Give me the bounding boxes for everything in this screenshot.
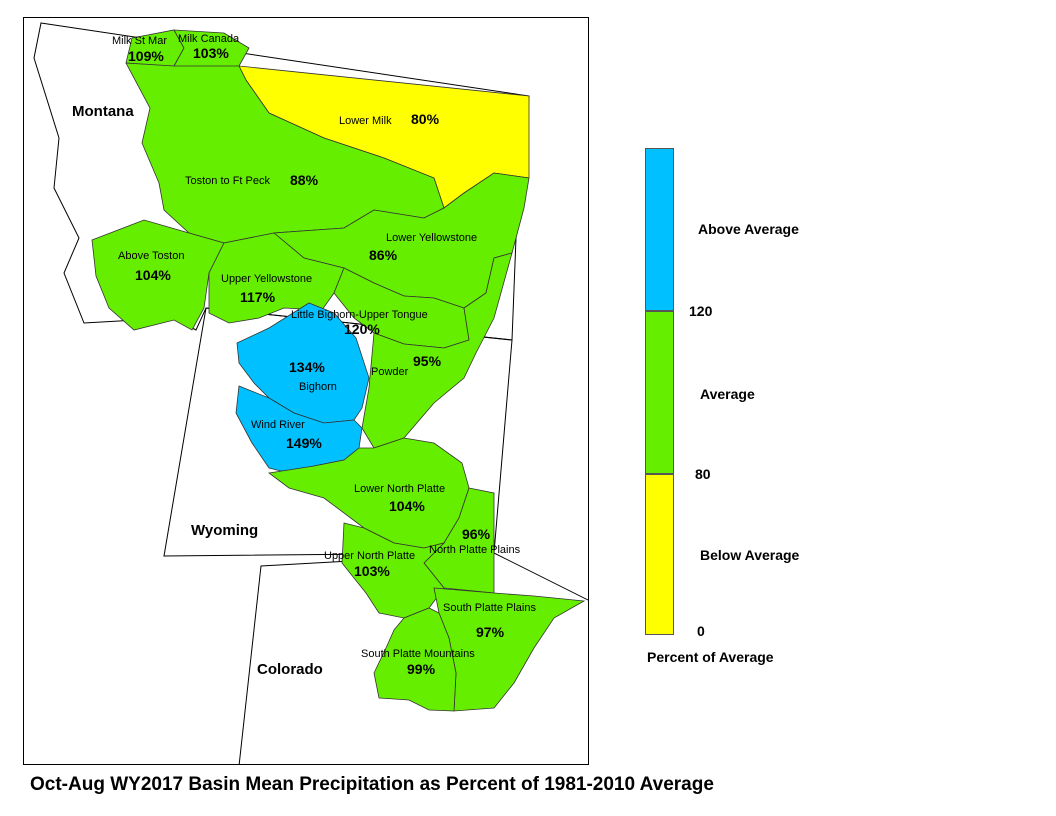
label-upper-yellowstone-name: Upper Yellowstone bbox=[221, 273, 312, 285]
state-label-colorado: Colorado bbox=[257, 661, 323, 678]
label-powder-name: Powder bbox=[371, 366, 409, 378]
label-bighorn-pct: 134% bbox=[289, 359, 325, 375]
basin-labels: Milk St Mar 109% Milk Canada 103% Lower … bbox=[112, 33, 536, 677]
label-south-platte-plains-name: South Platte Plains bbox=[443, 602, 536, 614]
label-lower-north-platte-name: Lower North Platte bbox=[354, 483, 445, 495]
basin-upper-north-platte[interactable] bbox=[341, 522, 446, 619]
label-toston-ft-peck-name: Toston to Ft Peck bbox=[185, 175, 270, 187]
label-south-platte-plains-pct: 97% bbox=[476, 624, 505, 640]
label-south-platte-mountains-pct: 99% bbox=[407, 661, 436, 677]
label-upper-yellowstone-pct: 117% bbox=[240, 289, 276, 305]
legend-band-above bbox=[645, 148, 674, 311]
map-frame: Montana Wyoming Colorado Milk St Mar 109… bbox=[23, 17, 589, 765]
label-above-toston-pct: 104% bbox=[135, 267, 171, 283]
legend-label-below: Below Average bbox=[700, 547, 800, 563]
label-milk-st-mary-pct: 109% bbox=[128, 48, 164, 64]
label-little-bighorn-pct: 120% bbox=[344, 321, 380, 337]
label-lower-north-platte-pct: 104% bbox=[389, 498, 425, 514]
label-bighorn-name: Bighorn bbox=[299, 381, 337, 393]
label-little-bighorn-name: Little Bighorn-Upper Tongue bbox=[291, 309, 428, 321]
basins bbox=[91, 29, 586, 712]
legend-tick-120: 120 bbox=[689, 303, 713, 319]
label-wind-river-pct: 149% bbox=[286, 435, 322, 451]
legend-tick-0: 0 bbox=[697, 623, 705, 639]
legend-tick-80: 80 bbox=[695, 466, 711, 482]
basin-above-toston[interactable] bbox=[91, 219, 225, 331]
map-title: Oct-Aug WY2017 Basin Mean Precipitation … bbox=[30, 774, 714, 795]
label-lower-yellowstone-name: Lower Yellowstone bbox=[386, 232, 477, 244]
label-south-platte-mountains-name: South Platte Mountains bbox=[361, 648, 475, 660]
basin-south-platte-mountains[interactable] bbox=[373, 607, 457, 712]
map-canvas: Montana Wyoming Colorado Milk St Mar 109… bbox=[33, 22, 588, 764]
label-upper-north-platte-name: Upper North Platte bbox=[324, 550, 415, 562]
label-powder-pct: 95% bbox=[413, 353, 442, 369]
label-lower-yellowstone-pct: 86% bbox=[369, 247, 398, 263]
label-lower-milk-pct: 80% bbox=[411, 111, 440, 127]
legend-label-above: Above Average bbox=[698, 221, 799, 237]
label-lower-milk-name: Lower Milk bbox=[339, 115, 392, 127]
label-upper-north-platte-pct: 103% bbox=[354, 563, 390, 579]
legend-band-below bbox=[645, 474, 674, 635]
label-north-platte-plains-name: North Platte Plains bbox=[429, 544, 521, 556]
label-wind-river-name: Wind River bbox=[251, 419, 305, 431]
state-label-montana: Montana bbox=[72, 103, 134, 120]
legend-band-average bbox=[645, 311, 674, 474]
label-milk-st-mary-name: Milk St Mar bbox=[112, 35, 167, 47]
label-north-platte-plains-pct: 96% bbox=[462, 526, 491, 542]
label-above-toston-name: Above Toston bbox=[118, 250, 184, 262]
legend-label-average: Average bbox=[700, 386, 755, 402]
legend: Above Average 120 Average 80 Below Avera… bbox=[645, 146, 845, 666]
basin-bighorn[interactable] bbox=[236, 302, 370, 424]
label-milk-canada-name: Milk Canada bbox=[178, 33, 240, 45]
label-toston-ft-peck-pct: 88% bbox=[290, 172, 319, 188]
legend-caption: Percent of Average bbox=[647, 649, 774, 665]
state-label-wyoming: Wyoming bbox=[191, 522, 258, 539]
label-milk-canada-pct: 103% bbox=[193, 45, 229, 61]
